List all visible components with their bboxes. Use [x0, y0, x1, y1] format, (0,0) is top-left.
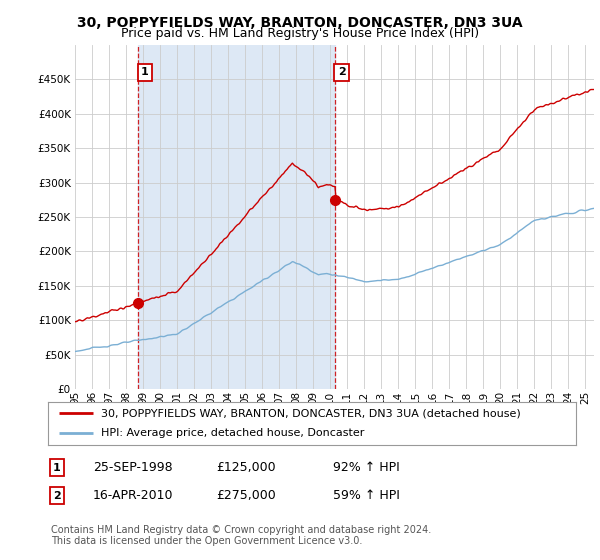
Text: 16-APR-2010: 16-APR-2010 — [93, 489, 173, 502]
Text: 1: 1 — [53, 463, 61, 473]
Text: Price paid vs. HM Land Registry's House Price Index (HPI): Price paid vs. HM Land Registry's House … — [121, 27, 479, 40]
Text: 25-SEP-1998: 25-SEP-1998 — [93, 461, 173, 474]
Text: 30, POPPYFIELDS WAY, BRANTON, DONCASTER, DN3 3UA (detached house): 30, POPPYFIELDS WAY, BRANTON, DONCASTER,… — [101, 408, 521, 418]
Text: 2: 2 — [338, 67, 346, 77]
Text: £275,000: £275,000 — [216, 489, 276, 502]
Text: 59% ↑ HPI: 59% ↑ HPI — [333, 489, 400, 502]
Text: HPI: Average price, detached house, Doncaster: HPI: Average price, detached house, Donc… — [101, 428, 364, 438]
Text: £125,000: £125,000 — [216, 461, 275, 474]
Bar — [139, 45, 335, 389]
Text: 92% ↑ HPI: 92% ↑ HPI — [333, 461, 400, 474]
Text: 2: 2 — [53, 491, 61, 501]
Text: Contains HM Land Registry data © Crown copyright and database right 2024.
This d: Contains HM Land Registry data © Crown c… — [51, 525, 431, 547]
Text: 30, POPPYFIELDS WAY, BRANTON, DONCASTER, DN3 3UA: 30, POPPYFIELDS WAY, BRANTON, DONCASTER,… — [77, 16, 523, 30]
Text: 1: 1 — [141, 67, 149, 77]
